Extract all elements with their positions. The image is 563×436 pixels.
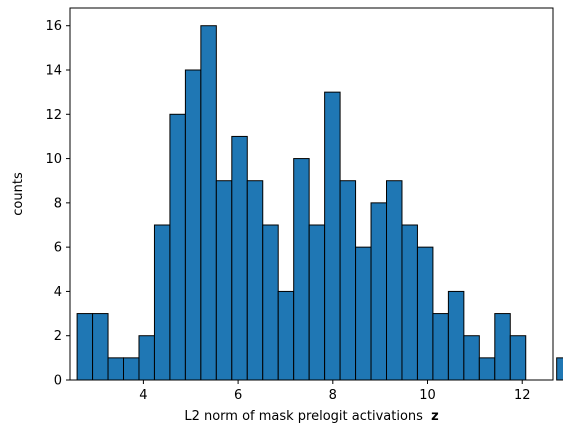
x-axis-label-text: L2 norm of mask prelogit activations — [184, 409, 423, 424]
histogram-bar — [447, 290, 465, 381]
histogram-bar — [76, 313, 94, 381]
histogram-bar — [432, 313, 449, 381]
histogram-bar — [339, 180, 357, 381]
histogram-bar — [262, 224, 279, 381]
histogram-bar — [215, 180, 233, 381]
histogram-bar — [463, 335, 480, 381]
histogram-bar — [200, 25, 217, 381]
histogram-bar — [153, 224, 171, 381]
y-axis-label: counts — [11, 172, 26, 216]
histogram-bar — [184, 69, 202, 381]
y-tick-label: 10 — [45, 152, 62, 167]
x-axis-label: L2 norm of mask prelogit activations z — [184, 409, 438, 424]
histogram-bar — [494, 313, 511, 381]
plot-frame — [69, 7, 554, 381]
x-tick-label: 6 — [234, 388, 242, 403]
y-tick-label: 6 — [54, 241, 62, 256]
y-axis-ticks: 0 2 4 6 8 10 12 14 16 — [45, 19, 70, 389]
x-tick-label: 10 — [419, 388, 436, 403]
x-axis-ticks: 4 6 8 10 12 — [139, 380, 530, 403]
y-tick-label: 8 — [54, 196, 62, 211]
histogram-bar — [370, 202, 388, 381]
x-axis-label-bold: z — [431, 409, 439, 424]
bars-group — [76, 25, 563, 381]
histogram-bar — [386, 180, 403, 381]
y-tick-label: 16 — [45, 19, 62, 34]
histogram-bar — [324, 91, 341, 381]
y-tick-label: 14 — [45, 64, 62, 79]
histogram-bar — [355, 246, 372, 381]
histogram-bar — [478, 357, 496, 381]
y-tick-label: 0 — [54, 374, 62, 389]
x-tick-label: 8 — [329, 388, 337, 403]
histogram-bar — [308, 224, 326, 381]
histogram-bar — [401, 224, 418, 381]
histogram-bar — [123, 357, 140, 381]
histogram-bar — [416, 246, 434, 381]
histogram-bar — [92, 313, 109, 381]
histogram-bar — [138, 335, 155, 381]
histogram-bar — [246, 180, 264, 381]
histogram-bar — [293, 158, 310, 381]
histogram-bar — [277, 290, 295, 381]
histogram-bar — [509, 335, 527, 381]
y-tick-label: 12 — [45, 108, 62, 123]
y-tick-label: 2 — [54, 329, 62, 344]
histogram-bar — [231, 135, 248, 381]
x-tick-label: 4 — [139, 388, 147, 403]
x-tick-label: 12 — [514, 388, 531, 403]
histogram-bar — [107, 357, 125, 381]
histogram-bar — [556, 357, 563, 381]
y-tick-label: 4 — [54, 285, 62, 300]
histogram-bar — [169, 113, 186, 381]
